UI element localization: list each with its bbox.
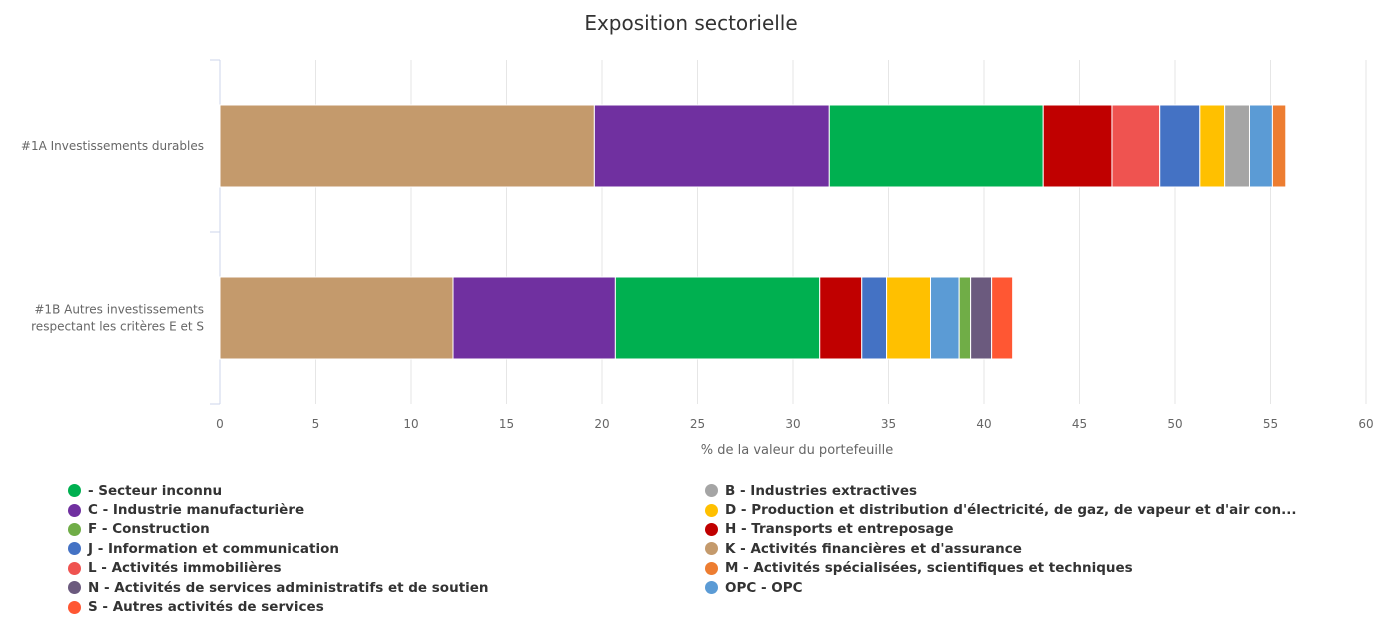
legend-marker [68, 542, 81, 556]
x-tick-label: 30 [785, 417, 800, 431]
bar-segment[interactable] [1199, 104, 1226, 188]
x-tick-label: 55 [1263, 417, 1278, 431]
bar-segment[interactable] [886, 276, 932, 360]
bar-segment[interactable] [1224, 104, 1250, 188]
legend-marker [68, 484, 81, 498]
legend: - Secteur inconnu C - Industrie manufactu… [68, 481, 1358, 617]
legend-label: - Secteur inconnu [88, 482, 223, 499]
legend-marker [705, 522, 718, 536]
category-label: #1A Investissements durables [21, 139, 204, 153]
category-axis [210, 59, 221, 405]
legend-marker [68, 561, 81, 575]
bar-segment[interactable] [930, 276, 960, 360]
bar-segment[interactable] [1042, 104, 1113, 188]
legend-marker [705, 542, 718, 556]
bar-segment[interactable] [970, 276, 993, 360]
bar-segment[interactable] [1159, 104, 1201, 188]
legend-label: C - Industrie manufacturière [88, 502, 305, 519]
x-tick-label: 20 [594, 417, 609, 431]
bar-segment[interactable] [219, 104, 595, 188]
x-tick-label: 60 [1358, 417, 1373, 431]
sector-exposure-chart: Exposition sectorielle #1A Investissemen… [21, 11, 1374, 458]
bar-segment[interactable] [819, 276, 863, 360]
bar-segment[interactable] [861, 276, 888, 360]
x-tick-label: 50 [1167, 417, 1182, 431]
legend-item[interactable]: S - Autres activités de services [68, 597, 489, 616]
bar-segment[interactable] [1271, 104, 1287, 188]
legend-label: OPC - OPC [725, 579, 803, 596]
legend-label: M - Activités spécialisées, scientifique… [725, 560, 1133, 577]
legend-marker [68, 581, 81, 595]
bar-segment[interactable] [614, 276, 821, 360]
legend-item[interactable]: M - Activités spécialisées, scientifique… [705, 559, 1297, 578]
legend-column-left: - Secteur inconnu C - Industrie manufactu… [68, 481, 489, 617]
legend-item[interactable]: B - Industries extractives [705, 481, 1297, 500]
legend-marker [705, 581, 718, 595]
bar-segment[interactable] [1248, 104, 1273, 188]
legend-item[interactable]: - Secteur inconnu [68, 481, 489, 500]
legend-marker [705, 561, 718, 575]
legend-item[interactable]: H - Transports et entreposage [705, 520, 1297, 539]
x-tick-label: 35 [881, 417, 896, 431]
legend-item[interactable]: J - Information et communication [68, 539, 489, 558]
legend-item[interactable]: K - Activités financières et d'assurance [705, 539, 1297, 558]
x-tick-label: 45 [1072, 417, 1087, 431]
legend-item[interactable]: D - Production et distribution d'électri… [705, 500, 1297, 519]
x-tick-labels: 0 5 10 15 20 25 30 35 40 45 50 55 60 [216, 417, 1373, 431]
category-labels: #1A Investissements durables #1B Autres i… [21, 139, 204, 334]
x-tick-label: 25 [690, 417, 705, 431]
legend-label: D - Production et distribution d'électri… [725, 502, 1297, 519]
legend-marker [705, 503, 718, 517]
x-axis-title: % de la valeur du portefeuille [701, 443, 893, 458]
legend-label: N - Activités de services administratifs… [88, 579, 489, 596]
category-label: #1B Autres investissements respectant les… [31, 303, 204, 334]
legend-marker [68, 503, 81, 517]
x-tick-label: 15 [499, 417, 514, 431]
legend-label: L - Activités immobilières [88, 560, 282, 577]
bar-segment[interactable] [219, 276, 454, 360]
legend-label: S - Autres activités de services [88, 599, 324, 616]
legend-label: F - Construction [88, 521, 210, 538]
bar-segment[interactable] [1111, 104, 1161, 188]
legend-marker [68, 522, 81, 536]
legend-marker [68, 600, 81, 614]
bar-segment[interactable] [452, 276, 616, 360]
legend-label: J - Information et communication [88, 540, 339, 557]
legend-item[interactable]: C - Industrie manufacturière [68, 500, 489, 519]
legend-label: K - Activités financières et d'assurance [725, 540, 1022, 557]
legend-label: B - Industries extractives [725, 482, 918, 499]
legend-item[interactable]: L - Activités immobilières [68, 559, 489, 578]
legend-label: H - Transports et entreposage [725, 521, 954, 538]
stacked-bars [219, 104, 1287, 360]
legend-item[interactable]: N - Activités de services administratifs… [68, 578, 489, 597]
bar-segment[interactable] [593, 104, 830, 188]
legend-item[interactable]: F - Construction [68, 520, 489, 539]
x-tick-label: 10 [403, 417, 418, 431]
x-tick-label: 5 [312, 417, 320, 431]
x-tick-label: 0 [216, 417, 224, 431]
chart-title: Exposition sectorielle [584, 11, 797, 35]
bar-segment[interactable] [958, 276, 972, 360]
legend-marker [705, 484, 718, 498]
bar-segment[interactable] [991, 276, 1014, 360]
x-tick-label: 40 [976, 417, 991, 431]
legend-item[interactable]: OPC - OPC [705, 578, 1297, 597]
legend-column-right: B - Industries extractives D - Production… [705, 481, 1297, 597]
bar-segment[interactable] [828, 104, 1044, 188]
